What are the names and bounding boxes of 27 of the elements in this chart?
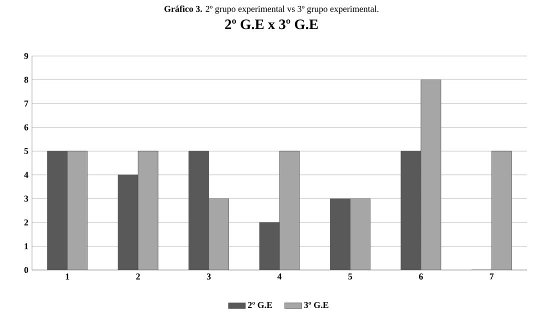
chart-title: Gráfico 3. 2º grupo experimental vs 3º grupo experimental. bbox=[164, 6, 378, 14]
y-tick-label: 6 bbox=[24, 124, 28, 130]
bar bbox=[188, 150, 209, 270]
bar bbox=[330, 198, 350, 270]
x-tick-label: 2 bbox=[136, 274, 140, 280]
legend-label: 3º G.E bbox=[304, 302, 328, 308]
x-tick-label: 5 bbox=[348, 274, 352, 280]
y-tick-label: 2 bbox=[24, 219, 28, 226]
y-tick-label: 3 bbox=[24, 196, 28, 202]
y-tick-label: 1 bbox=[24, 243, 28, 250]
y-tick-label: 9 bbox=[24, 52, 28, 60]
x-tick-label: 3 bbox=[206, 274, 211, 280]
x-tick-label: 1 bbox=[66, 274, 70, 280]
y-tick-label: 0 bbox=[24, 266, 28, 274]
bar bbox=[47, 150, 68, 270]
bar bbox=[118, 174, 138, 270]
x-tick-label: 4 bbox=[277, 274, 282, 280]
y-tick-label: 8 bbox=[24, 76, 28, 83]
x-tick-label: 6 bbox=[419, 274, 423, 280]
y-tick-label: 7 bbox=[24, 100, 28, 106]
y-tick-label: 5 bbox=[24, 148, 28, 154]
y-tick-label: 4 bbox=[24, 172, 28, 178]
bar bbox=[400, 150, 422, 270]
x-tick-label: 7 bbox=[490, 274, 494, 280]
chart-subtitle: 2º G.E x 3º G.E bbox=[225, 20, 318, 30]
legend-label: 2º G.E bbox=[248, 302, 272, 308]
bar bbox=[259, 222, 280, 270]
